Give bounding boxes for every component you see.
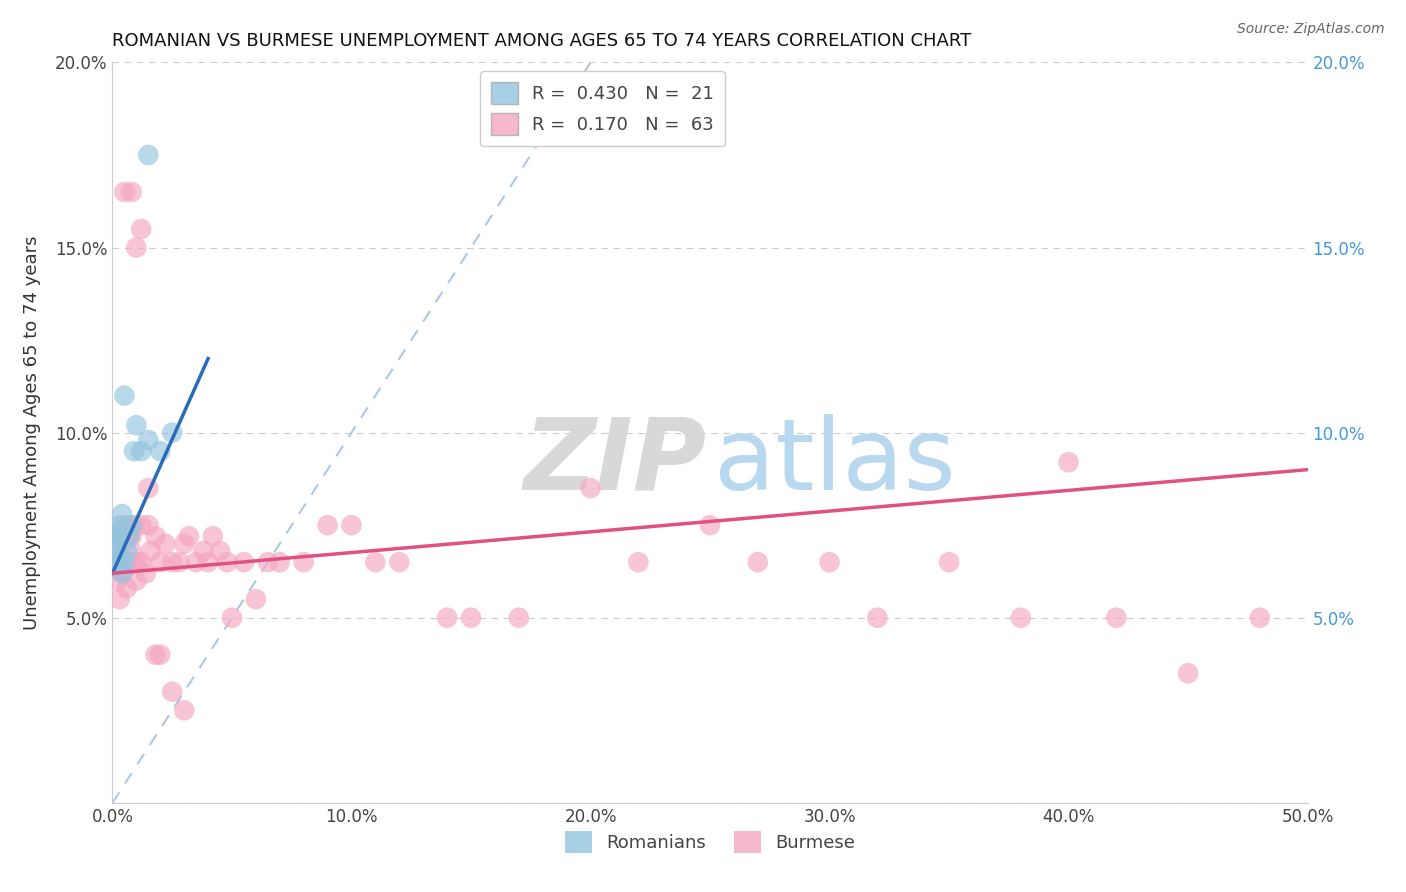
Point (209, 544, 232, 558)
Point (436, 610, 458, 624)
Y-axis label: Unemployment Among Ages 65 to 74 years: Unemployment Among Ages 65 to 74 years (24, 235, 41, 630)
Point (105, 529, 128, 543)
Point (108, 518, 131, 533)
Point (149, 444, 172, 458)
Point (149, 555, 172, 569)
Point (108, 592, 131, 607)
Text: Source: ZipAtlas.com: Source: ZipAtlas.com (1237, 22, 1385, 37)
Point (245, 592, 267, 607)
Text: atlas: atlas (714, 414, 955, 511)
Point (1057, 455, 1080, 469)
Point (125, 418, 148, 433)
Point (257, 555, 280, 569)
Point (105, 544, 128, 558)
Point (118, 529, 141, 543)
Point (162, 555, 183, 569)
Point (125, 240, 148, 255)
Point (186, 555, 208, 569)
Point (121, 544, 143, 558)
Point (121, 529, 143, 543)
Point (197, 555, 219, 569)
Text: ZIP: ZIP (523, 414, 706, 511)
Point (364, 555, 387, 569)
Point (1249, 610, 1271, 624)
Point (177, 529, 200, 543)
Point (579, 481, 602, 495)
Point (111, 566, 134, 581)
Point (115, 555, 138, 569)
Point (114, 555, 135, 569)
Legend: Romanians, Burmese: Romanians, Burmese (558, 824, 862, 861)
Point (111, 566, 134, 581)
Point (866, 610, 889, 624)
Point (129, 222, 152, 236)
Point (201, 529, 224, 543)
Point (747, 555, 769, 569)
Point (108, 529, 131, 543)
Point (139, 544, 162, 558)
Point (125, 555, 148, 569)
Point (104, 555, 127, 569)
Point (111, 507, 134, 521)
Point (508, 610, 530, 624)
Point (108, 555, 131, 569)
Point (217, 555, 239, 569)
Point (135, 566, 157, 581)
Point (129, 444, 152, 458)
Point (1105, 610, 1128, 624)
Point (149, 648, 172, 662)
Point (129, 555, 152, 569)
Point (111, 536, 134, 550)
Point (129, 518, 152, 533)
Point (292, 555, 315, 569)
Point (340, 518, 363, 533)
Point (316, 518, 339, 533)
Point (114, 563, 135, 577)
Point (627, 555, 650, 569)
Point (460, 610, 482, 624)
Point (221, 610, 243, 624)
Point (122, 444, 145, 458)
Point (104, 536, 127, 550)
Point (138, 481, 160, 495)
Point (145, 529, 167, 543)
Point (269, 555, 291, 569)
Point (121, 185, 143, 199)
Point (138, 148, 160, 162)
Point (114, 518, 135, 533)
Point (104, 555, 127, 569)
Point (121, 518, 143, 533)
Point (122, 518, 145, 533)
Point (193, 544, 215, 558)
Point (162, 685, 183, 699)
Point (104, 536, 127, 550)
Point (145, 648, 167, 662)
Point (115, 581, 138, 595)
Point (818, 555, 841, 569)
Point (1010, 610, 1032, 624)
Point (1177, 666, 1199, 681)
Point (114, 185, 135, 199)
Point (105, 544, 128, 558)
Point (138, 518, 160, 533)
Point (115, 544, 138, 558)
Point (388, 555, 411, 569)
Point (122, 555, 145, 569)
Text: ROMANIAN VS BURMESE UNEMPLOYMENT AMONG AGES 65 TO 74 YEARS CORRELATION CHART: ROMANIAN VS BURMESE UNEMPLOYMENT AMONG A… (112, 32, 972, 50)
Point (169, 555, 191, 569)
Point (233, 555, 256, 569)
Point (938, 555, 960, 569)
Point (114, 388, 135, 402)
Point (118, 555, 141, 569)
Point (162, 425, 183, 440)
Point (173, 703, 195, 717)
Point (699, 518, 721, 533)
Point (105, 574, 128, 588)
Point (125, 574, 148, 588)
Point (118, 529, 141, 543)
Point (104, 525, 127, 540)
Point (173, 536, 195, 550)
Point (138, 433, 160, 447)
Point (153, 536, 176, 550)
